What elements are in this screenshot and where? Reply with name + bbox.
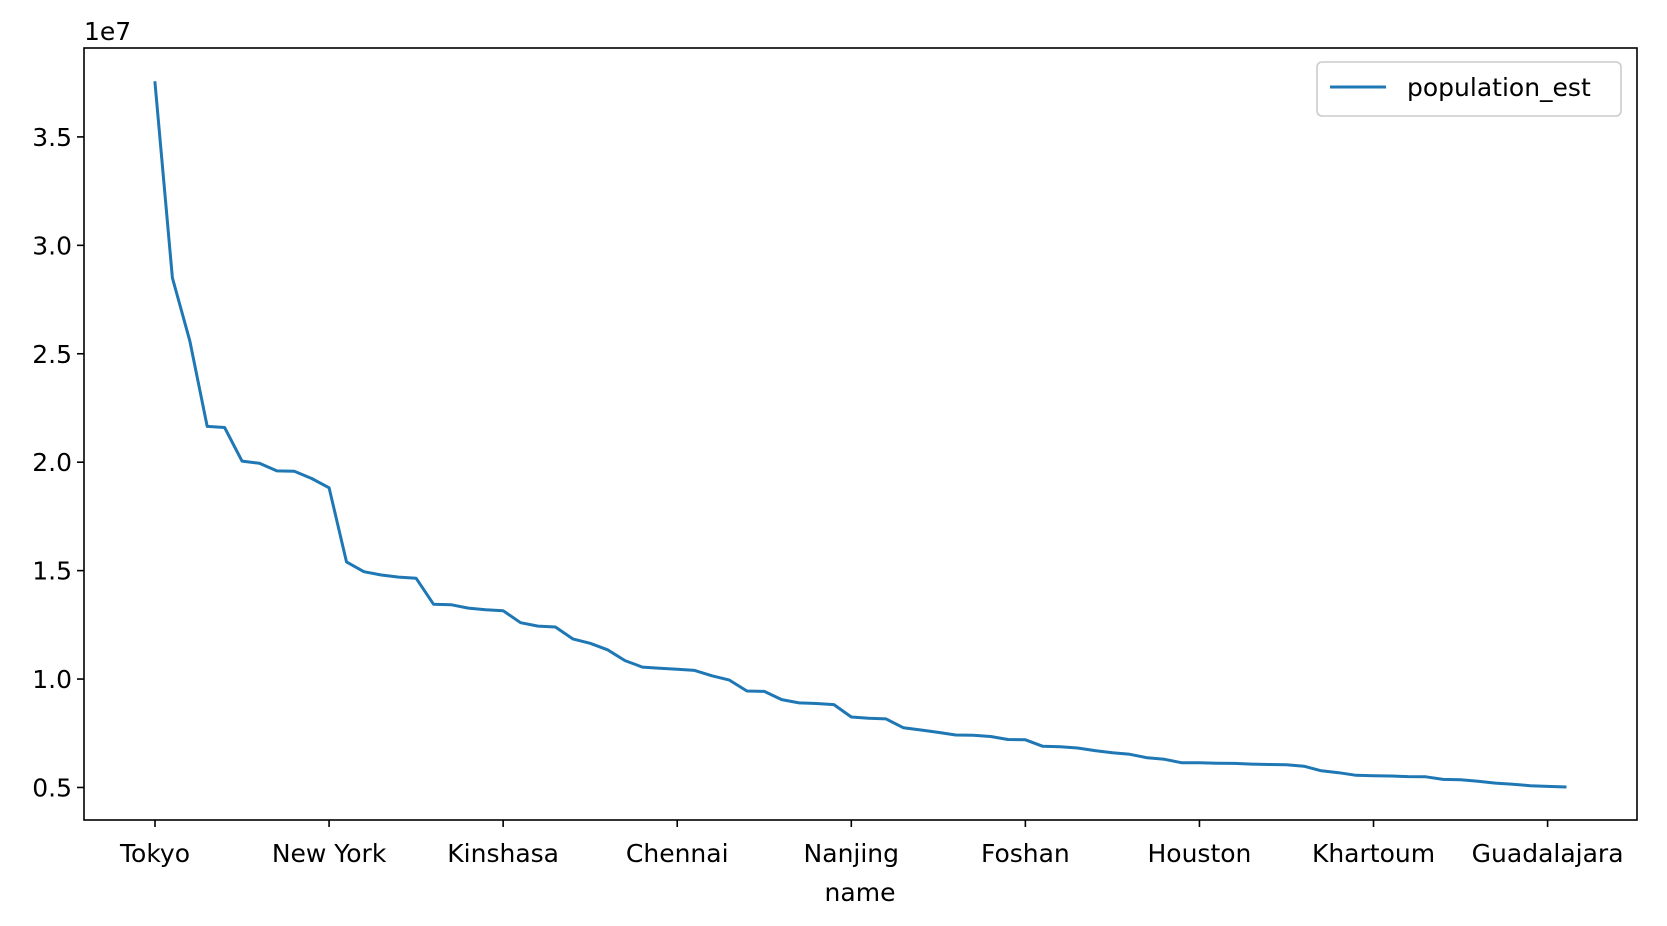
plot-area-frame — [83, 47, 1638, 821]
x-tick-label: Houston — [1147, 839, 1251, 868]
y-tick-label: 3.0 — [32, 231, 72, 260]
y-axis-offset-text: 1e7 — [84, 17, 131, 46]
x-tick-label: Kinshasa — [447, 839, 559, 868]
y-tick-label: 1.0 — [32, 665, 72, 694]
x-tick-label: Nanjing — [804, 839, 899, 868]
y-tick-label: 0.5 — [32, 773, 72, 802]
legend: population_est — [1316, 61, 1622, 117]
legend-box — [1316, 61, 1622, 117]
x-tick-label: Khartoum — [1312, 839, 1435, 868]
x-tick-label: Chennai — [626, 839, 729, 868]
y-tick-label: 3.5 — [32, 123, 72, 152]
x-tick-label: Foshan — [981, 839, 1070, 868]
series-line-population-est — [153, 81, 1567, 789]
legend-label-population-est: population_est — [1407, 73, 1591, 102]
x-axis: Tokyo New York Kinshasa Chennai Nanjing Fosha… — [119, 820, 1624, 868]
x-tick-label: Guadalajara — [1472, 839, 1624, 868]
x-tick-label: New York — [272, 839, 387, 868]
y-tick-label: 2.0 — [32, 448, 72, 477]
x-axis-label: name — [825, 878, 896, 907]
series-layer — [153, 81, 1567, 789]
y-tick-label: 2.5 — [32, 340, 72, 369]
y-axis: 0.5 1.0 1.5 2.0 2.5 3.0 3.5 — [32, 123, 84, 802]
y-tick-label: 1.5 — [32, 557, 72, 586]
x-tick-label: Tokyo — [119, 839, 190, 868]
